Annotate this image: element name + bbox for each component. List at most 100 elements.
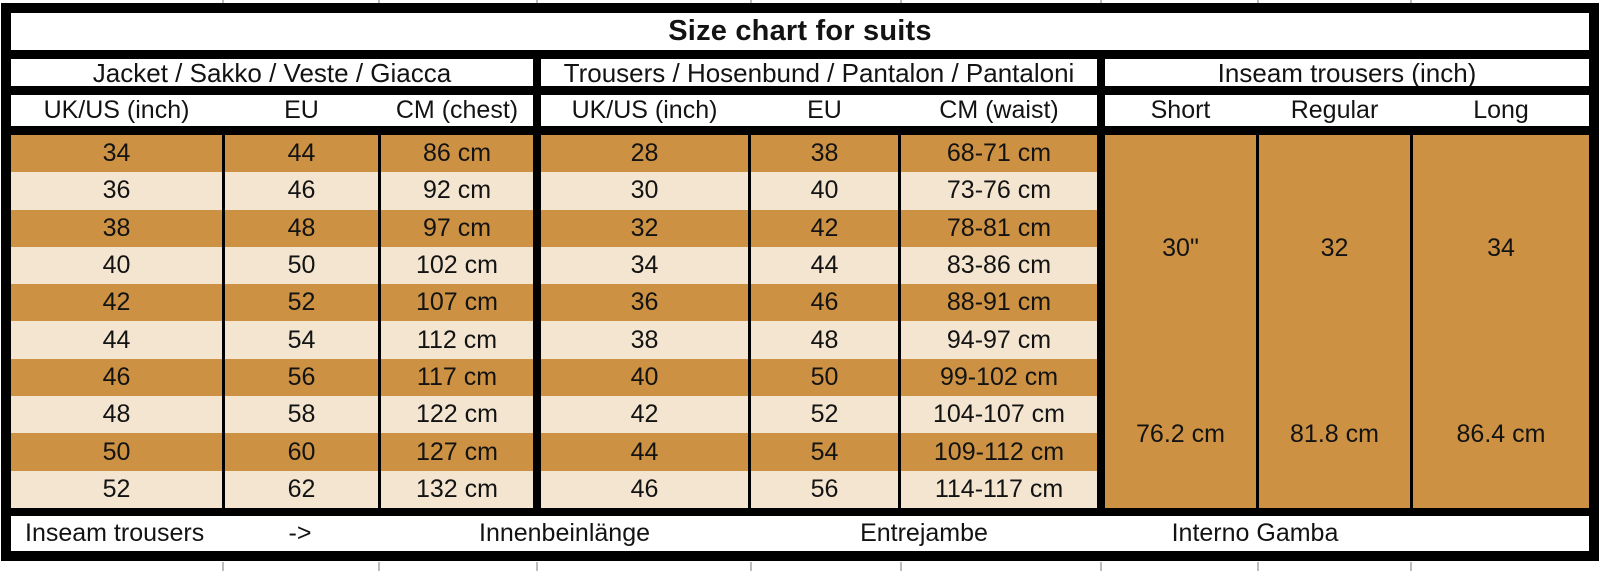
jacket-cm-cell: 92 cm [378,172,533,210]
trousers-cm-cell: 99-102 cm [898,358,1097,397]
crop-tick [222,0,224,3]
column-header-inseam-regular: Regular [1290,96,1379,124]
group-divider [1097,95,1105,126]
table-row: 50 60 127 cm 44 54 109-112 cm [11,433,1097,471]
divider [11,508,1589,516]
trousers-ukus-cell: 42 [630,400,659,429]
group-divider [533,284,541,322]
group-divider [533,433,541,471]
bottom-crop-ticks [0,561,1600,576]
jacket-eu-cell: 60 [222,433,378,471]
table-frame: Size chart for suits Jacket / Sakko / Ve… [1,3,1599,561]
crop-tick [1257,562,1259,571]
jacket-eu-cell: 46 [222,172,378,210]
footer-empty-cell [1413,516,1589,551]
jacket-ukus-cell: 50 [102,437,131,466]
group-divider [533,95,541,126]
group-divider [533,135,541,173]
group-divider [533,209,541,247]
crop-tick [1257,0,1259,3]
trousers-ukus-cell: 30 [630,176,659,205]
table-row: 52 62 132 cm 46 56 114-117 cm [11,470,1097,508]
jacket-eu-cell: 56 [222,358,378,397]
table-row: 46 56 117 cm 40 50 99-102 cm [11,358,1097,397]
trousers-ukus-cell: 28 [630,139,659,168]
inseam-regular-inch: 32 [1320,233,1349,262]
trousers-ukus-cell: 36 [630,288,659,317]
crop-tick [900,0,902,3]
jacket-cm-cell: 127 cm [378,433,533,471]
trousers-cm-cell: 114-117 cm [898,470,1097,508]
crop-tick [900,562,902,571]
column-header-trousers-cm: CM (waist) [939,96,1059,124]
jacket-ukus-cell: 34 [102,139,131,168]
inseam-long-cm: 86.4 cm [1456,420,1546,449]
group-divider [533,470,541,508]
table-row: 48 58 122 cm 42 52 104-107 cm [11,396,1097,434]
trousers-cm-cell: 83-86 cm [898,246,1097,285]
jacket-ukus-cell: 48 [102,400,131,429]
crop-tick [1100,0,1102,3]
table-row: 38 48 97 cm 32 42 78-81 cm [11,209,1097,247]
jacket-ukus-cell: 36 [102,176,131,205]
crop-tick [1100,562,1102,571]
divider [11,86,1589,95]
group-divider [533,172,541,210]
jacket-ukus-cell: 38 [102,213,131,242]
group-divider [533,321,541,359]
trousers-eu-cell: 54 [748,433,898,471]
page-title: Size chart for suits [668,15,932,47]
trousers-eu-cell: 56 [748,470,898,508]
footer-translation-french: Entrejambe [860,519,988,547]
group-divider [1097,59,1105,86]
jacket-cm-cell: 86 cm [378,135,533,173]
column-header-trousers-eu: EU [807,96,842,124]
inseam-column-short: 30" 76.2 cm [1105,135,1256,508]
jacket-ukus-cell: 52 [102,474,131,503]
inseam-short-cm: 76.2 cm [1136,420,1225,449]
column-header-inseam-short: Short [1150,96,1211,124]
trousers-eu-cell: 40 [748,172,898,210]
arrow-icon: -> [288,519,312,547]
column-header-jacket-cm: CM (chest) [395,96,519,124]
inseam-section: 30" 76.2 cm 32 81.8 cm 34 86.4 cm [1105,135,1589,508]
trousers-cm-cell: 68-71 cm [898,135,1097,173]
trousers-ukus-cell: 32 [630,213,659,242]
table-body: 34 44 86 cm 28 38 68-71 cm 36 46 92 cm 30 40 73-76 … [11,135,1589,508]
jacket-cm-cell: 107 cm [378,284,533,322]
jacket-ukus-cell: 42 [102,288,131,317]
column-header-jacket-eu: EU [284,96,319,124]
jacket-eu-cell: 52 [222,284,378,322]
trousers-cm-cell: 73-76 cm [898,172,1097,210]
size-rows: 34 44 86 cm 28 38 68-71 cm 36 46 92 cm 30 40 73-76 … [11,135,1097,508]
jacket-ukus-cell: 40 [102,251,131,280]
jacket-cm-cell: 102 cm [378,246,533,285]
group-header-trousers: Trousers / Hosenbund / Pantalon / Pantal… [563,57,1075,88]
trousers-eu-cell: 50 [748,358,898,397]
table-row: 40 50 102 cm 34 44 83-86 cm [11,246,1097,285]
inseam-column-long: 34 86.4 cm [1410,135,1589,508]
group-divider [533,358,541,397]
jacket-eu-cell: 54 [222,321,378,359]
group-header-inseam: Inseam trousers (inch) [1217,57,1477,88]
trousers-eu-cell: 44 [748,246,898,285]
footer-translation-italian: Interno Gamba [1171,519,1339,547]
inseam-short-inch: 30" [1162,233,1199,262]
column-header-trousers-ukus: UK/US (inch) [571,96,718,124]
jacket-eu-cell: 58 [222,396,378,434]
inseam-long-inch: 34 [1487,233,1515,262]
crop-tick [1410,562,1412,571]
divider [11,50,1589,59]
trousers-eu-cell: 48 [748,321,898,359]
crop-tick [750,0,752,3]
jacket-ukus-cell: 46 [102,362,131,391]
trousers-eu-cell: 52 [748,396,898,434]
trousers-eu-cell: 46 [748,284,898,322]
jacket-eu-cell: 44 [222,135,378,173]
crop-tick [222,562,224,571]
group-header-jacket: Jacket / Sakko / Veste / Giacca [92,57,452,88]
table-row: 36 46 92 cm 30 40 73-76 cm [11,172,1097,210]
table-row: 42 52 107 cm 36 46 88-91 cm [11,284,1097,322]
jacket-cm-cell: 112 cm [378,321,533,359]
